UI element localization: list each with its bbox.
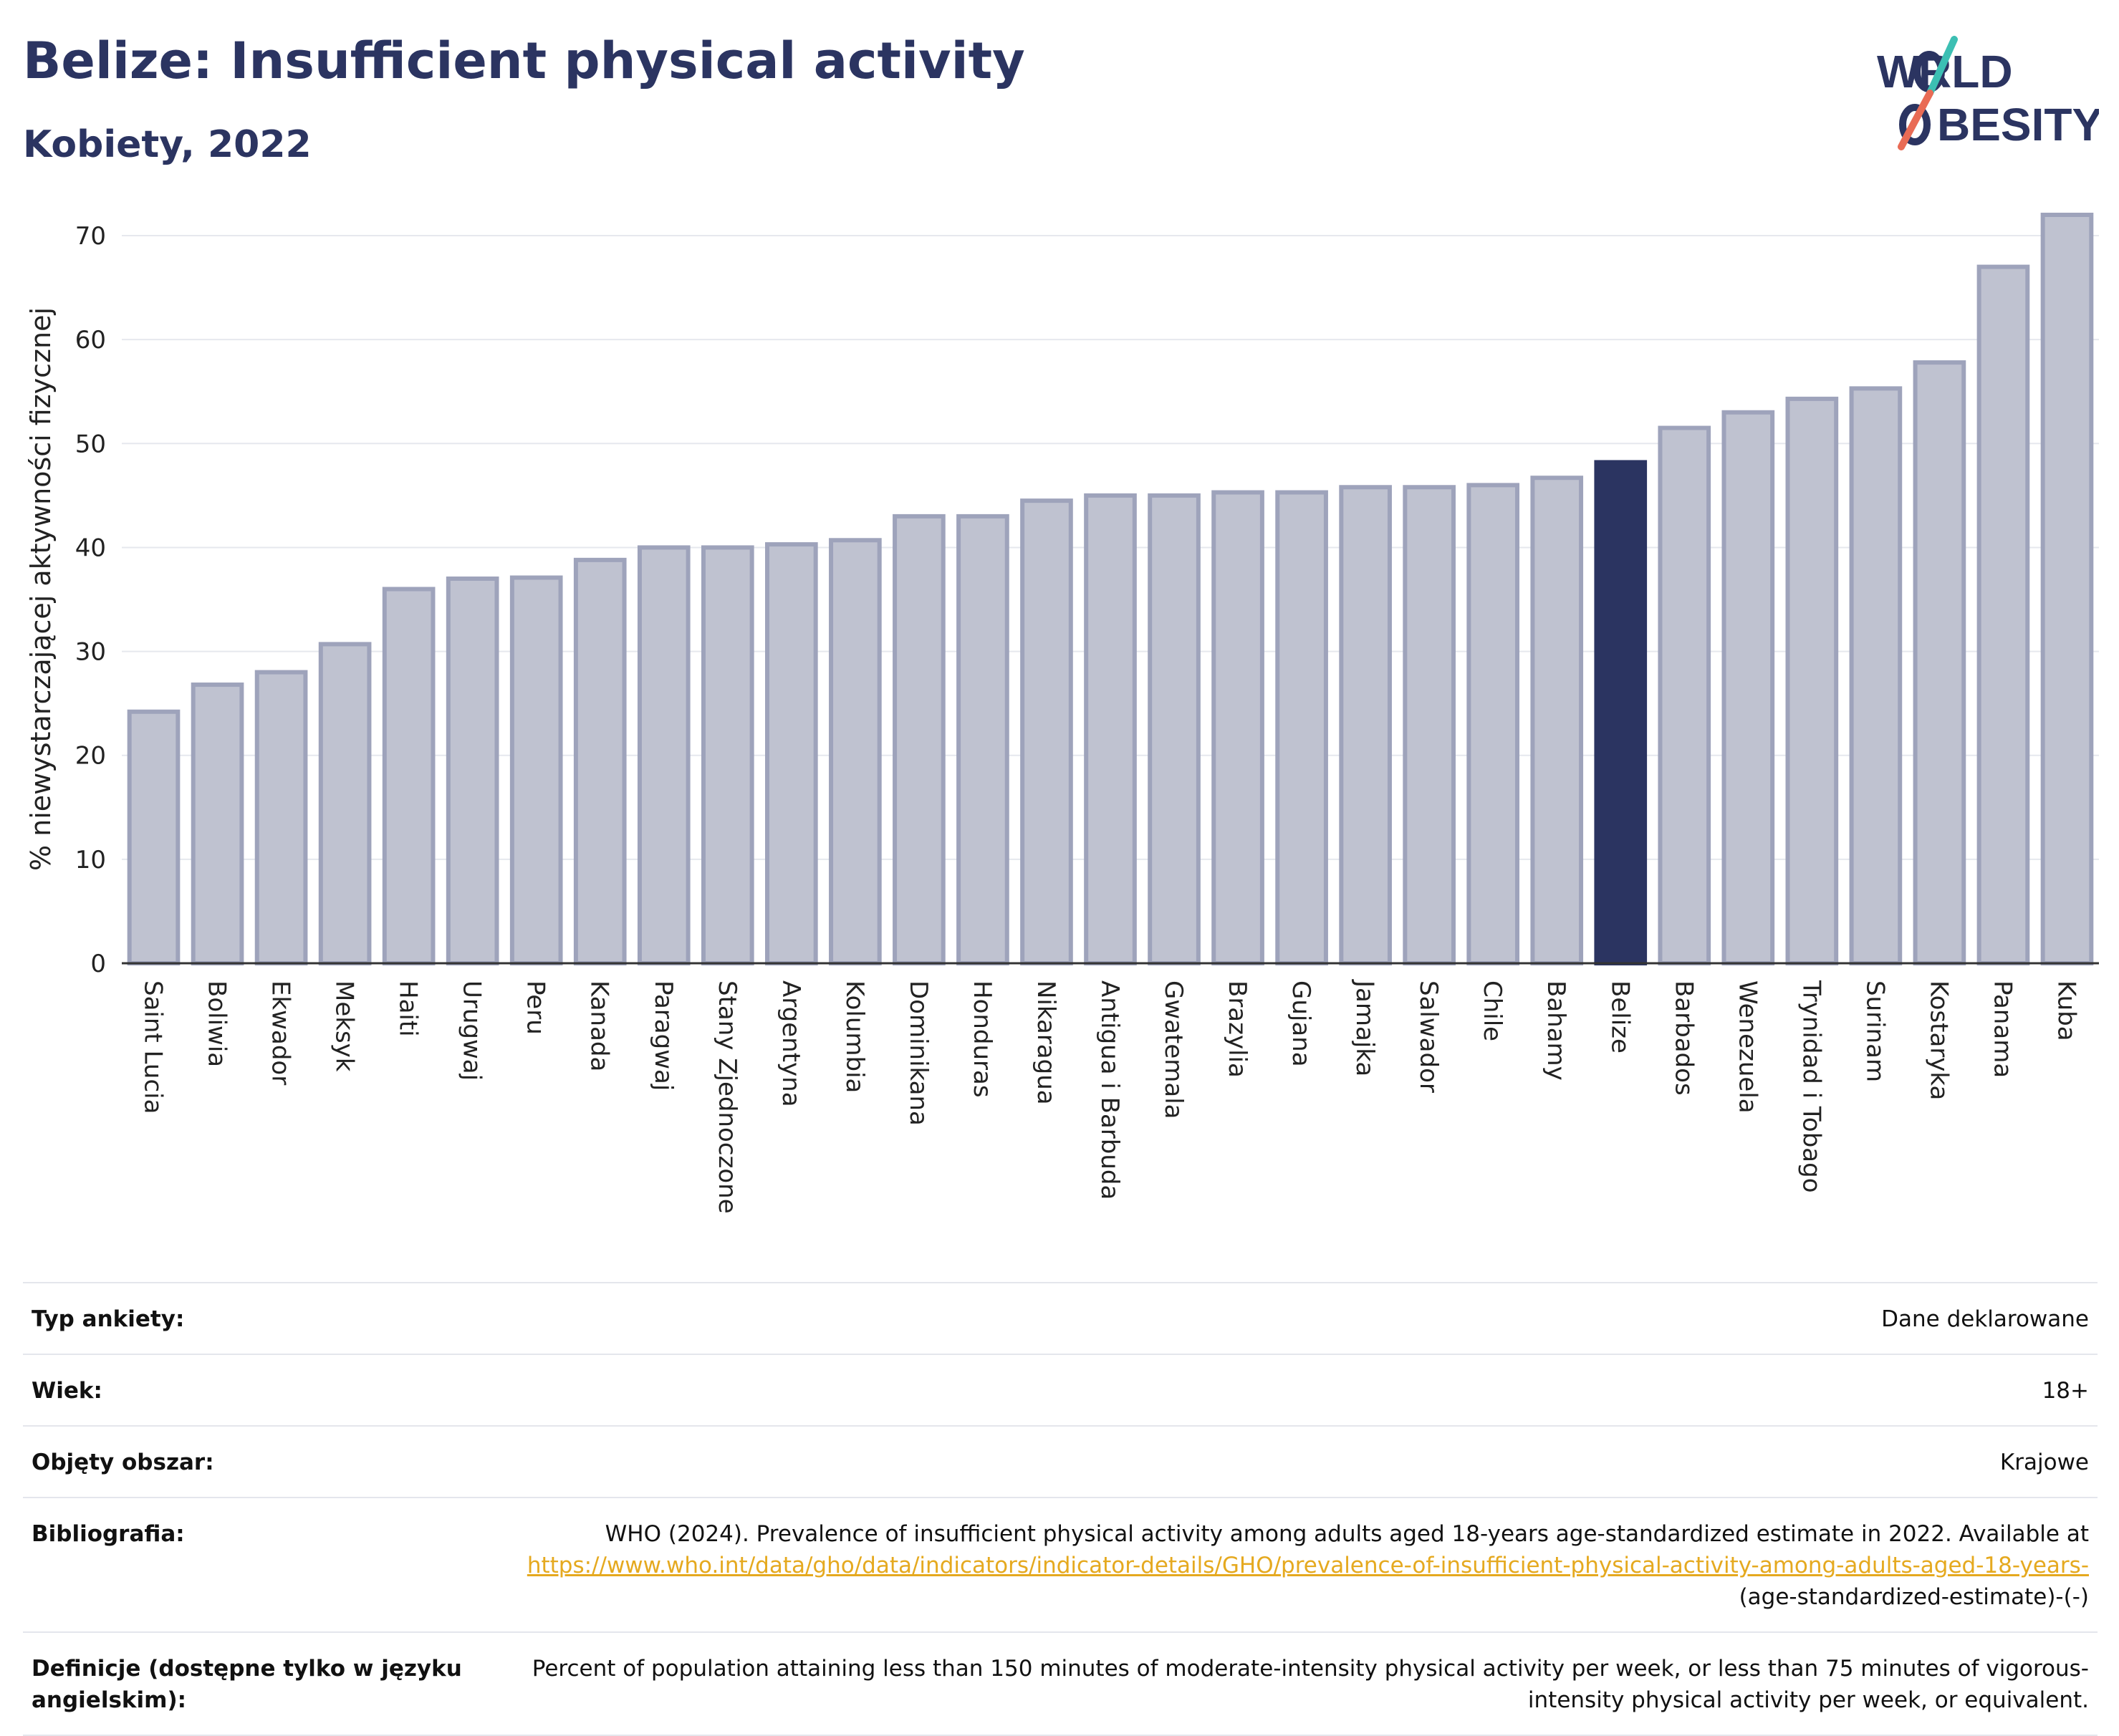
coverage-value: Krajowe: [1999, 1450, 2089, 1475]
x-tick-label: Chile: [1478, 980, 1507, 1041]
x-tick-label: Barbados: [1669, 980, 1698, 1096]
x-tick-label: Gujana: [1287, 980, 1315, 1067]
coverage-label: Objęty obszar:: [32, 1450, 214, 1475]
bar: [1211, 490, 1264, 965]
bar: [318, 642, 372, 965]
bibliography-link[interactable]: https://www.who.int/data/gho/data/indica…: [527, 1553, 2089, 1578]
bar: [1148, 493, 1201, 965]
y-axis-label: % niewystarczającej aktywności fizycznej: [25, 307, 57, 871]
x-tick-label: Panama: [1988, 980, 2017, 1078]
x-tick-label: Gwatemala: [1159, 980, 1188, 1119]
bar: [1913, 360, 1966, 965]
x-tick-label: Honduras: [968, 980, 996, 1098]
x-tick-label: Jamajka: [1350, 979, 1379, 1076]
x-tick-label: Surinam: [1860, 980, 1889, 1082]
bibliography-suffix: (age-standardized-estimate)-(-): [1739, 1584, 2089, 1610]
meta-row-bibliography: Bibliografia: WHO (2024). Prevalence of …: [23, 1497, 2098, 1631]
y-tick-label: 40: [75, 534, 106, 562]
survey-type-value: Dane deklarowane: [1881, 1306, 2089, 1332]
bar: [1849, 386, 1903, 965]
y-tick-label: 0: [90, 950, 106, 978]
x-tick-label: Urugwaj: [458, 980, 486, 1081]
bar: [701, 545, 754, 965]
y-tick-label: 50: [75, 430, 106, 458]
bar: [2040, 213, 2094, 965]
bar: [637, 545, 691, 965]
bar: [254, 670, 308, 965]
y-tick-label: 70: [75, 222, 106, 251]
definitions-label: Definicje (dostępne tylko w języku angie…: [32, 1656, 462, 1713]
bar: [1785, 396, 1839, 965]
bar: [1403, 485, 1456, 965]
x-tick-label: Bahamy: [1542, 980, 1570, 1081]
x-tick-label: Dominikana: [904, 980, 933, 1126]
x-tick-label: Nikaragua: [1032, 980, 1060, 1105]
x-tick-label: Antigua i Barbuda: [1095, 980, 1124, 1200]
age-label: Wiek:: [32, 1378, 102, 1404]
bar: [956, 513, 1009, 965]
y-tick-label: 30: [75, 638, 106, 667]
bar: [1658, 425, 1711, 965]
bar: [127, 709, 181, 966]
bar: [509, 575, 563, 965]
bar: [1020, 498, 1073, 965]
x-tick-label: Paragwaj: [649, 980, 678, 1091]
x-tick-label: Brazylia: [1223, 980, 1251, 1078]
x-tick-label: Kanada: [585, 980, 614, 1071]
x-tick-label: Ekwador: [266, 980, 295, 1085]
x-tick-label: Peru: [522, 980, 550, 1035]
definitions-value: Percent of population attaining less tha…: [532, 1656, 2089, 1713]
bar: [765, 542, 818, 965]
bibliography-text: WHO (2024). Prevalence of insufficient p…: [605, 1521, 2089, 1547]
meta-row-definitions: Definicje (dostępne tylko w języku angie…: [23, 1631, 2098, 1736]
x-tick-label: Salwador: [1414, 980, 1443, 1093]
x-tick-label: Kuba: [2052, 980, 2080, 1041]
bar: [191, 683, 244, 965]
svg-text:W: W: [1877, 46, 1921, 97]
bar: [573, 557, 627, 965]
svg-text:BESITY: BESITY: [1937, 99, 2099, 150]
x-tick-label: Stany Zjednoczone: [713, 980, 741, 1214]
x-tick-label: Trynidad i Tobago: [1797, 980, 1825, 1193]
x-tick-label: Meksyk: [330, 980, 359, 1072]
meta-row-coverage: Objęty obszar: Krajowe: [23, 1425, 2098, 1497]
bar: [1275, 490, 1328, 965]
bar: [1594, 460, 1648, 965]
bar: [829, 538, 882, 965]
meta-row-age: Wiek: 18+: [23, 1354, 2098, 1425]
bar-chart: 0 10 20 30 40 50 60 70 % niewystarczającej aktyw…: [25, 213, 2099, 1214]
x-tick-label: Belize: [1605, 980, 1634, 1053]
bar: [1976, 264, 2030, 965]
x-tick-label: Argentyna: [777, 980, 805, 1107]
x-tick-label: Wenezuela: [1733, 980, 1762, 1114]
metadata-table: Typ ankiety: Dane deklarowane Wiek: 18+ …: [23, 1282, 2098, 1736]
bibliography-value: WHO (2024). Prevalence of insufficient p…: [476, 1518, 2089, 1613]
x-tick-label: Haiti: [394, 980, 423, 1037]
bar: [1721, 410, 1775, 965]
y-tick-label: 60: [75, 326, 106, 355]
bibliography-label: Bibliografia:: [32, 1521, 185, 1547]
page-subtitle: Kobiety, 2022: [23, 123, 312, 166]
bar: [446, 576, 499, 965]
bar: [1339, 485, 1392, 965]
world-obesity-logo: W RLD BESITY: [1877, 36, 2099, 150]
age-value: 18+: [2042, 1378, 2089, 1404]
y-tick-label: 10: [75, 846, 106, 874]
x-tick-label: Kolumbia: [840, 980, 869, 1093]
bar: [382, 587, 436, 965]
x-tick-label: Kostaryka: [1924, 980, 1953, 1100]
y-tick-label: 20: [75, 742, 106, 771]
survey-type-label: Typ ankiety:: [32, 1306, 185, 1332]
bar: [1084, 493, 1137, 965]
meta-row-survey-type: Typ ankiety: Dane deklarowane: [23, 1282, 2098, 1354]
x-tick-label: Boliwia: [203, 980, 231, 1067]
bar: [893, 513, 946, 965]
x-tick-label: Saint Lucia: [139, 980, 168, 1114]
bar: [1466, 483, 1520, 965]
bar: [1530, 476, 1584, 965]
page-title: Belize: Insufficient physical activity: [23, 32, 1025, 90]
